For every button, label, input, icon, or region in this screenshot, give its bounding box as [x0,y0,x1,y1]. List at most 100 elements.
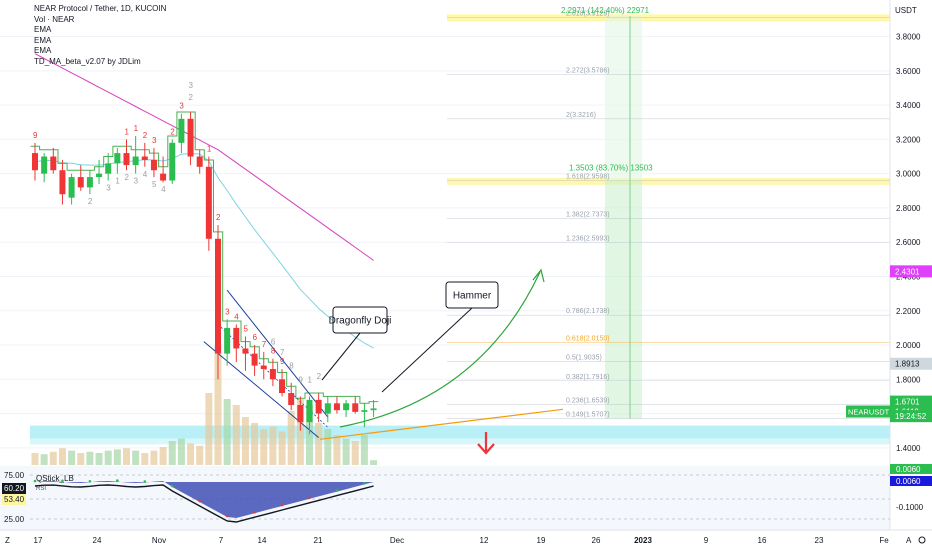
qstick-dot [335,489,339,492]
candle-body [205,166,212,239]
td-label-red: 9 [33,131,38,140]
candle-body [279,379,286,394]
projection-rect-upper [605,15,642,181]
y-tick-label: 2.8000 [896,204,921,213]
volume-bar [86,451,94,465]
volume-bar [49,451,57,465]
trend-line [319,408,564,440]
volume-bar [223,399,231,465]
volume-bar [168,441,176,465]
td-label-red: 2 [143,131,148,140]
td-label-gray: 1 [115,177,120,186]
x-tick-label: 19 [537,536,546,545]
legend-ema-2[interactable]: EMA [34,35,52,45]
projection-arrowhead [532,268,545,283]
td-label-gray: 1 [308,375,313,384]
osc-rsi-label: RSI [36,486,46,492]
hammer-callout-text: Hammer [453,291,492,302]
qstick-dot [308,496,311,500]
gear-icon [918,536,926,544]
fib-band-mid [447,177,890,185]
footer-z: Z [5,536,10,545]
y-tick-label: 3.8000 [896,33,921,42]
td-label-gray: 3 [106,184,111,193]
hammer-callout-pointer [381,307,473,393]
fib-label: 0.382(1.7916) [566,374,610,381]
candle-body [32,153,38,171]
volume-bar [324,429,332,465]
candle-body [233,327,240,349]
chart-legend: NEAR Protocol / Tether, 1D, KUCOIN Vol ·… [34,4,166,68]
osc-tag-yellow [2,494,26,505]
target-label-mid: 1.3503 (83.70%) 13503 [569,164,653,173]
candle-body [370,408,377,411]
volume-bar [159,447,167,465]
candle-body [196,156,203,167]
volume-bar [68,450,76,465]
x-tick-label: 2023 [634,536,652,545]
hammer-callout-box [445,281,499,309]
volume-bar [370,460,378,465]
volume-bar [342,438,350,465]
qstick-dot [88,479,92,483]
projection-rect [605,180,642,419]
volume-bar [260,429,268,465]
candle-body [352,403,359,412]
volume-bar [31,453,39,465]
symbol-tag-bg [846,405,890,418]
symbol-tag: NEARUSDT [848,408,890,417]
td-label-gray: 2 [88,197,93,206]
fib-label: 2.272(3.5786) [566,68,610,75]
td-label-gray: 4 [143,170,148,179]
td-label-red: 6 [253,333,258,342]
y-tick-label: 2.6000 [896,238,921,247]
footer-a: A [906,536,912,545]
td-label-gray: 8 [289,362,294,371]
qstick-dot [33,479,37,483]
volume-bar [150,450,158,465]
candle-body [160,173,167,181]
fib-label: 0.618(2.0150) [566,335,610,342]
volume-bar [351,441,359,465]
qstick-dot [198,499,201,503]
td-label-gray: 2 [189,93,194,102]
osc-tick-label: 25.00 [4,515,25,524]
candle-body [132,156,139,166]
wedge-upper [226,289,329,418]
price-tag-label: 1.8913 [895,360,920,369]
price-tag-label: 2.4301 [895,267,920,276]
legend-td-ma[interactable]: TD_MA_beta_v2.07 by JDLim [34,56,141,66]
legend-ema-3[interactable]: EMA [34,46,52,56]
td-label-red: 1 [134,124,139,133]
fib-label: 1.236(2.5993) [566,235,610,242]
candle-body [361,410,368,412]
volume-bar [104,450,112,465]
osc-tag-yellow-label: 53.40 [4,495,25,504]
volume-bar [196,445,204,465]
axis-unit: USDT [895,6,917,15]
td-label-red: 3 [152,136,157,145]
legend-volume[interactable]: Vol · NEAR [34,14,75,24]
candle-body [123,153,130,166]
candle-body [187,118,194,157]
y-tick-label: 3.4000 [896,101,921,110]
volume-bar [315,423,323,465]
legend-title[interactable]: NEAR Protocol / Tether, 1D, KUCOIN [34,4,167,13]
td-label-red: 1 [125,127,130,136]
x-tick-label: 24 [93,536,102,545]
volume-bar [187,443,195,465]
candle-body [306,399,313,423]
osc-tag-dark [2,483,26,494]
qstick-dot [170,484,174,488]
td-label-red: 9 [280,357,285,366]
volume-bar [287,411,295,465]
x-tick-label: 23 [815,536,824,545]
candle-body [215,238,221,354]
volume-bar [123,448,130,465]
candle-body [68,177,75,198]
legend-ema-1[interactable]: EMA [34,25,52,35]
dragonfly-doji-callout-box [332,306,388,334]
td-label-red: 2 [170,127,175,136]
qstick-dot [61,479,64,483]
